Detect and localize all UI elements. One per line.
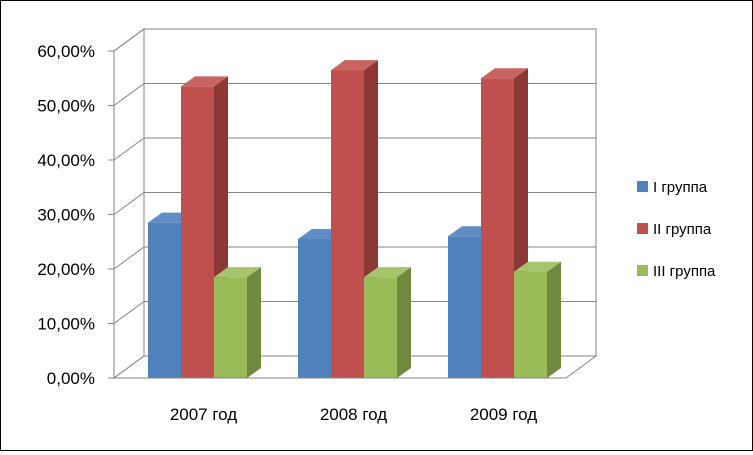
gridline (113, 246, 596, 270)
legend-label: I группа (653, 179, 708, 196)
y-tick-label: 10,00% (37, 315, 95, 334)
bar (214, 277, 247, 378)
y-tick-label: 20,00% (37, 260, 95, 279)
bar-side (547, 261, 561, 378)
x-axis: 2007 год 2008 год 2009 год (114, 377, 566, 424)
legend-swatch (637, 265, 648, 276)
bar (331, 70, 364, 378)
bar (448, 236, 481, 378)
x-tick-label: 2008 год (320, 405, 387, 424)
bar-side (397, 267, 411, 378)
bar (514, 271, 547, 378)
bar-top (364, 267, 411, 278)
bar-top (331, 60, 378, 71)
bar-top (481, 68, 528, 79)
bar (481, 78, 514, 378)
gridline (113, 301, 596, 324)
y-tick-label: 30,00% (37, 206, 95, 225)
gridline (113, 28, 596, 52)
legend: I группа II группа III группа (637, 179, 716, 280)
bar (298, 239, 331, 378)
gridline (113, 137, 596, 161)
y-tick-label: 60,00% (37, 42, 95, 61)
gridlines (113, 28, 596, 324)
legend-label: III группа (653, 263, 716, 280)
bar (181, 86, 214, 379)
gridline (113, 83, 596, 106)
y-axis: 0,00% 10,00% 20,00% 30,00% 40,00% 50,00% 60,00… (37, 42, 114, 388)
y-tick-label: 50,00% (37, 97, 95, 116)
x-tick-label: 2009 год (470, 405, 537, 424)
bar (148, 222, 181, 378)
bar-top (514, 261, 561, 272)
bars (148, 60, 561, 379)
legend-swatch (637, 181, 648, 192)
bar-side (247, 267, 261, 378)
bar-top (214, 267, 261, 278)
bar-top (181, 76, 228, 87)
legend-label: II группа (653, 221, 712, 238)
bar (364, 277, 397, 378)
y-tick-label: 40,00% (37, 151, 95, 170)
x-tick-label: 2007 год (170, 405, 237, 424)
gridline (113, 192, 596, 215)
legend-swatch (637, 223, 648, 234)
y-tick-label: 0,00% (47, 369, 95, 388)
